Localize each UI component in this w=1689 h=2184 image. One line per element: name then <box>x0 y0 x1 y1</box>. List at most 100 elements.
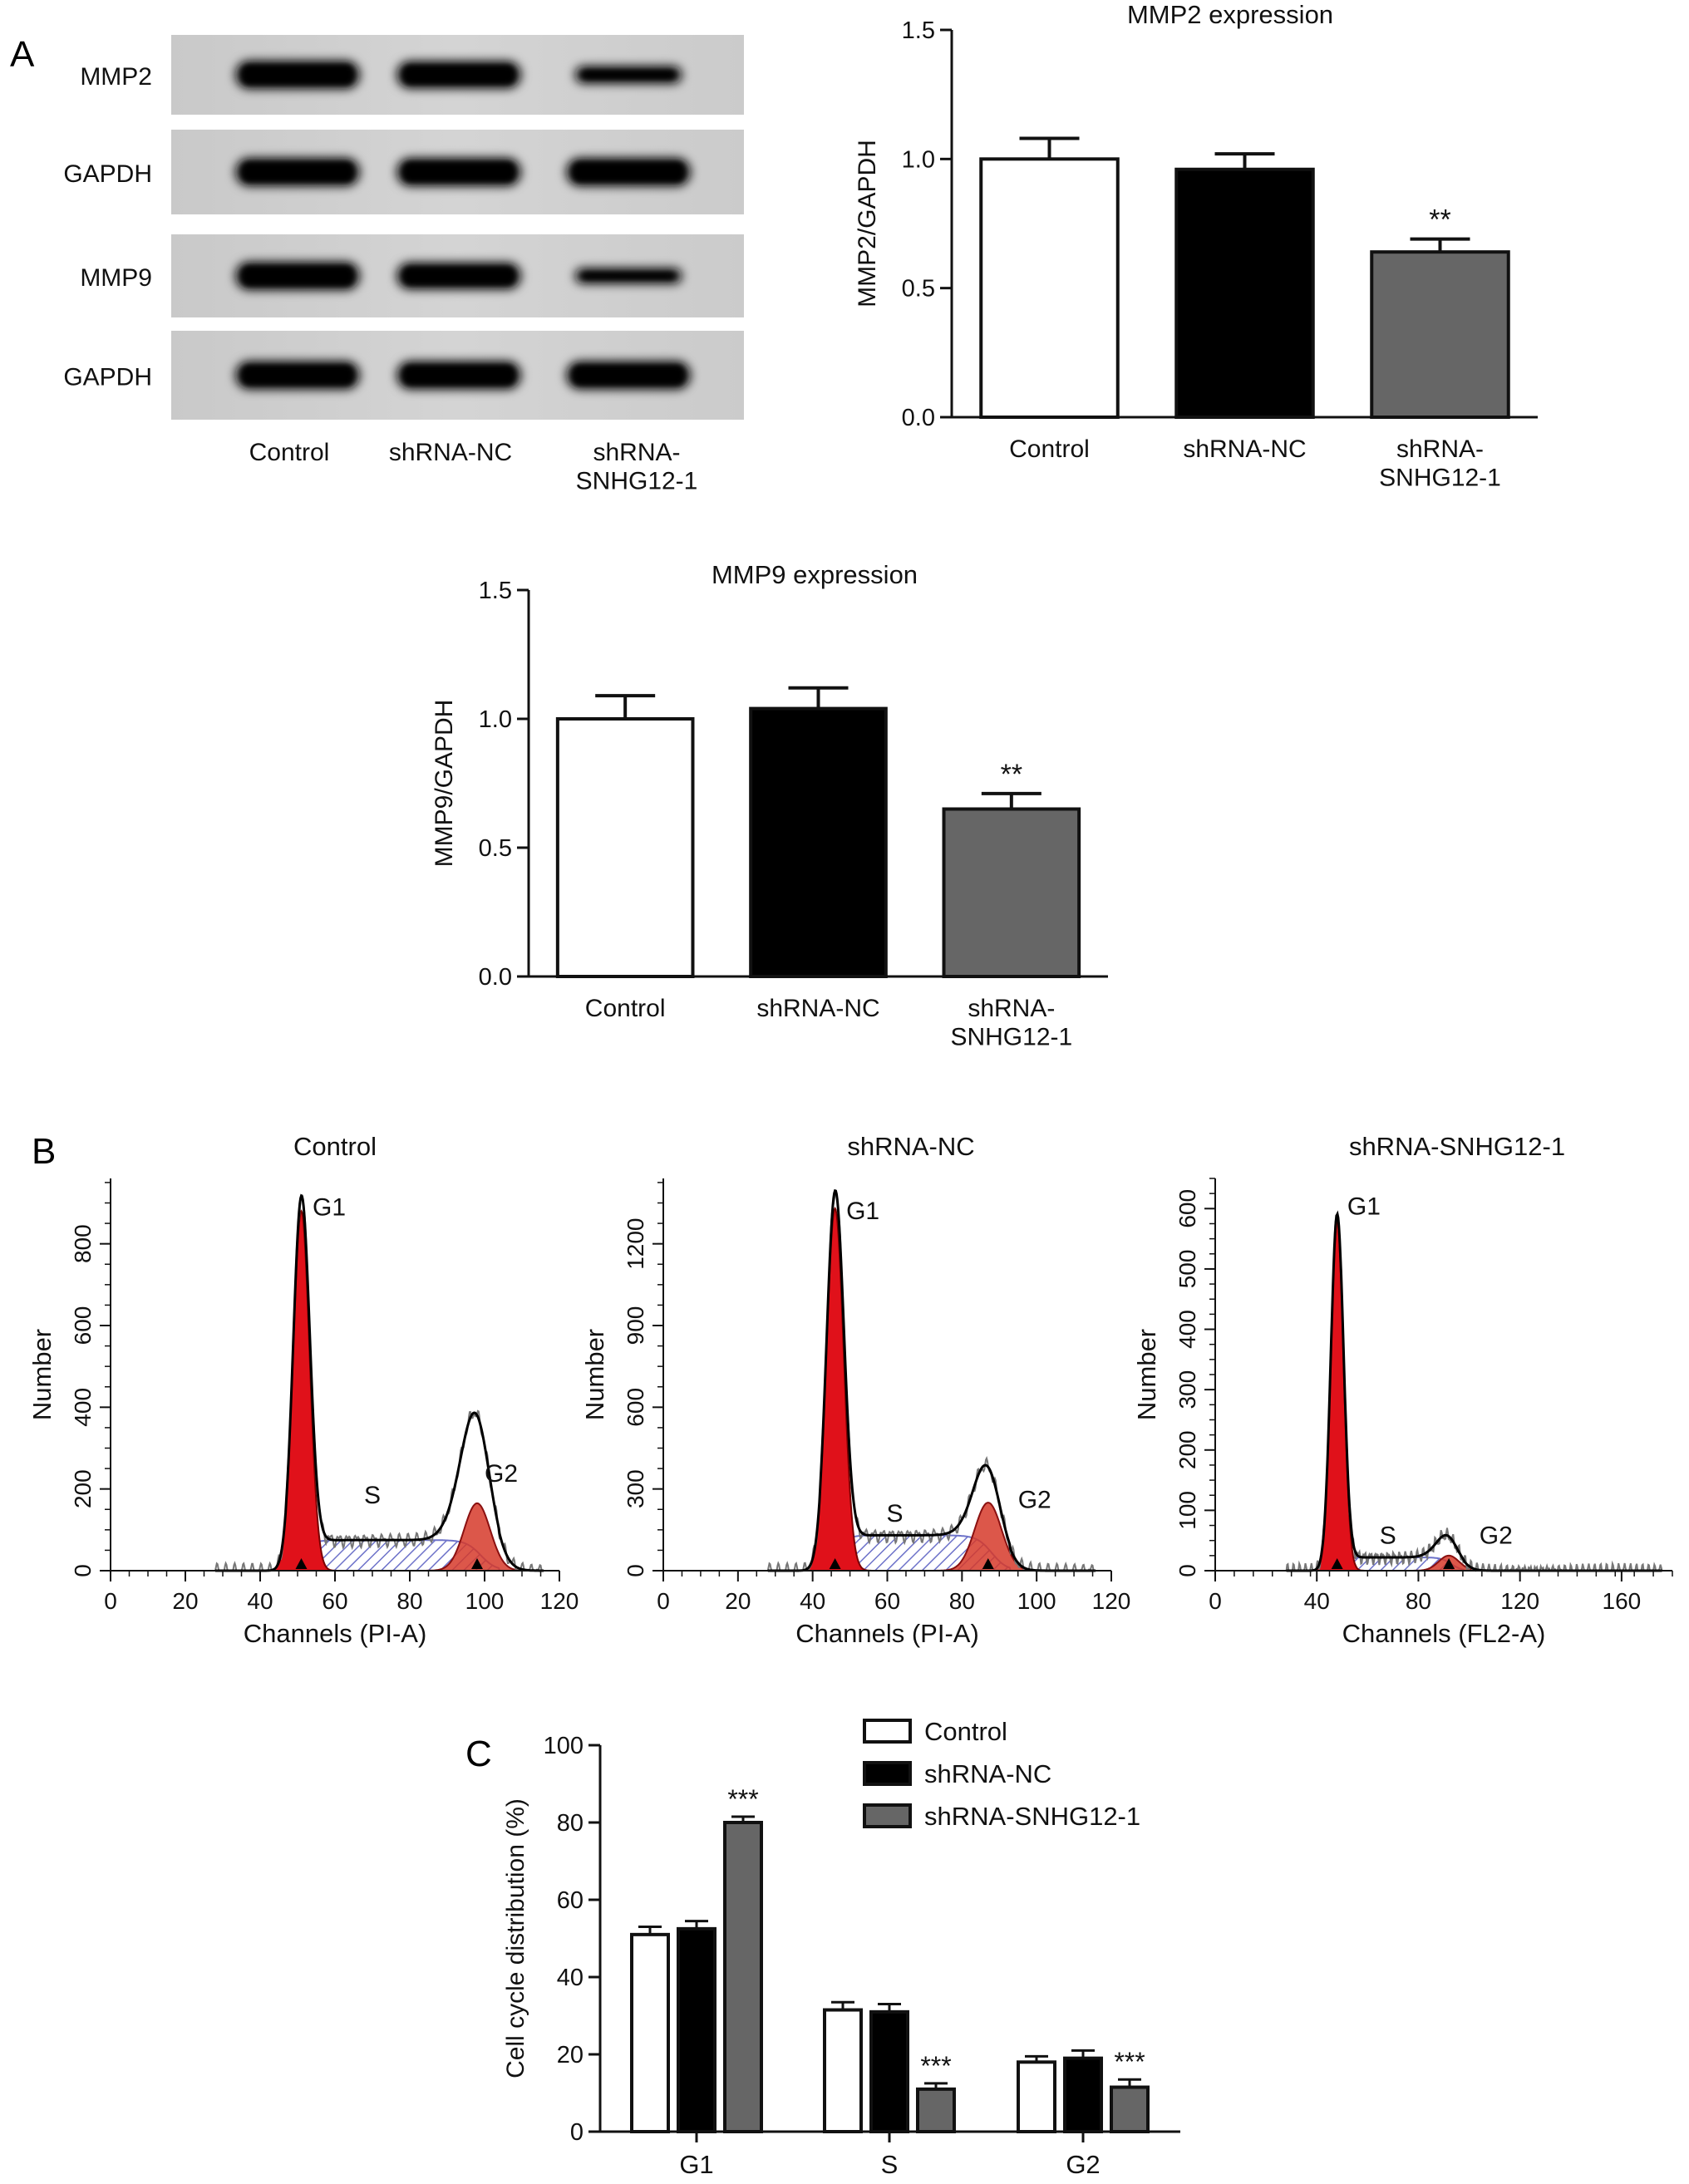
bar-1 <box>1174 167 1315 419</box>
x-tick-label: 80 <box>949 1588 975 1614</box>
y-tick-label: 200 <box>70 1469 96 1508</box>
peak-marker <box>295 1558 308 1569</box>
blot-lane-label-2: shRNA-SNHG12-1 <box>576 439 698 495</box>
y-tick-label: 600 <box>1174 1189 1200 1228</box>
y-axis-label: Number <box>27 1329 57 1420</box>
y-tick-label: 900 <box>623 1306 648 1345</box>
peak-marker <box>1331 1558 1343 1569</box>
x-tick-label: 40 <box>1304 1588 1330 1614</box>
y-tick-label: 100 <box>1174 1491 1200 1530</box>
x-tick-label: 120 <box>1092 1588 1131 1614</box>
cell-cycle-bar-chart: 0 20 40 60 80 100 Cell cycle distribution (%) *… <box>502 1717 1180 2179</box>
x-tick-label: 60 <box>874 1588 900 1614</box>
y-tick-label: 0 <box>70 1564 96 1577</box>
significance-mark: *** <box>920 2051 951 2081</box>
y-tick-label: 0.0 <box>479 964 512 991</box>
bar-s-2 <box>916 2087 956 2134</box>
x-tick-label: 40 <box>247 1588 273 1614</box>
y-tick-label: 100 <box>544 1733 584 1759</box>
chart-title: MMP2 expression <box>1127 0 1333 29</box>
significance-mark: *** <box>727 1784 758 1814</box>
bar-1 <box>749 706 888 978</box>
y-axis-label: Number <box>1132 1329 1161 1420</box>
bar-g1-0 <box>630 1932 670 2134</box>
x-tick-label-1: shRNA-NC <box>756 995 879 1022</box>
blot-band-core <box>242 266 353 286</box>
x-tick-label: 80 <box>396 1588 422 1614</box>
y-axis-label: Number <box>580 1329 609 1420</box>
bar-s-0 <box>823 2008 863 2133</box>
blot-band-core <box>581 272 676 280</box>
blot-band-core <box>573 365 684 386</box>
y-tick-label: 0 <box>570 2119 584 2146</box>
y-tick-label: 40 <box>557 1965 584 1991</box>
y-axis-label: MMP9/GAPDH <box>431 700 458 868</box>
y-tick-label: 60 <box>557 1887 584 1914</box>
x-tick-label: 20 <box>172 1588 198 1614</box>
mmp9-bar-chart: MMP9 expression 0.0 0.5 1.0 1.5 MMP9/GAPDH Con… <box>431 560 1108 1051</box>
y-tick-label: 600 <box>623 1388 648 1427</box>
blot-row-label-gapdh-1: GAPDH <box>63 160 152 188</box>
blot-band-core <box>403 365 515 386</box>
g1-phase-area <box>223 1209 541 1572</box>
y-tick-label: 1.5 <box>902 17 935 44</box>
x-tick-label: 120 <box>1500 1588 1539 1614</box>
raw-histogram-line <box>766 1189 1096 1572</box>
legend-label-0: Control <box>924 1717 1007 1746</box>
x-tick-label: 20 <box>725 1588 751 1614</box>
blot-lane-label-0: Control <box>249 439 330 466</box>
g1-phase-area <box>775 1207 1093 1572</box>
bar-g2-0 <box>1017 2060 1056 2134</box>
s-label: S <box>1380 1522 1396 1549</box>
x-tick-label: 120 <box>540 1588 579 1614</box>
g2-label: G2 <box>485 1460 518 1488</box>
y-tick-label: 300 <box>623 1469 648 1508</box>
x-tick-label-g1: G1 <box>679 2150 713 2179</box>
legend-swatch-1 <box>863 1761 912 1786</box>
y-tick-label: 600 <box>70 1306 96 1345</box>
x-axis-label: Channels (PI-A) <box>795 1619 979 1648</box>
y-tick-label: 1.0 <box>902 146 935 173</box>
raw-histogram-line <box>214 1194 544 1572</box>
x-tick-label-2: shRNA-SNHG12-1 <box>1379 435 1501 492</box>
y-tick-label: 0 <box>1174 1564 1200 1577</box>
blot-band-core <box>242 162 353 182</box>
x-tick-label: 80 <box>1406 1588 1431 1614</box>
x-tick-label-g2: G2 <box>1066 2150 1100 2179</box>
histogram-shrna-snhg12-1: shRNA-SNHG12-1 0 40 80 120 160 0 100 200 300 400 50… <box>1132 1132 1673 1648</box>
blot-row-label-mmp2: MMP2 <box>80 63 152 91</box>
y-tick-label: 300 <box>1174 1370 1200 1409</box>
y-tick-label: 800 <box>70 1224 96 1263</box>
y-tick-label: 0.5 <box>902 276 935 303</box>
g2-label: G2 <box>1480 1522 1513 1549</box>
x-tick-label-1: shRNA-NC <box>1183 435 1306 463</box>
significance-mark: *** <box>1114 2047 1145 2077</box>
panel-label-c: C <box>465 1734 492 1774</box>
western-blot: MMP2 GAPDH MMP9 GAPDH Control shRNA-NC shRNA-S… <box>63 35 744 495</box>
peak-marker <box>982 1558 994 1569</box>
y-tick-label: 500 <box>1174 1250 1200 1289</box>
peak-marker <box>471 1558 483 1569</box>
g2-label: G2 <box>1018 1487 1051 1514</box>
x-tick-label: 100 <box>1017 1588 1056 1614</box>
y-axis-label: Cell cycle distribution (%) <box>502 1798 529 2078</box>
histogram-shrna-nc: shRNA-NC0 20 40 60 80 100 12003006009001200Cha… <box>580 1132 1130 1648</box>
x-tick-label: 60 <box>322 1588 347 1614</box>
blot-band-core <box>403 266 515 286</box>
x-tick-label-2: shRNA-SNHG12-1 <box>950 995 1072 1051</box>
blot-lane-label-1: shRNA-NC <box>389 439 512 466</box>
x-tick-label: 0 <box>657 1588 670 1614</box>
histogram-control: Control 0 20 40 60 80 100 120 0 200 400 600 800 Chann… <box>27 1132 579 1648</box>
y-tick-label: 0 <box>623 1564 648 1577</box>
y-axis-label: MMP2/GAPDH <box>854 140 881 307</box>
model-fit-line <box>215 1193 544 1572</box>
legend-swatch-2 <box>863 1803 912 1828</box>
s-label: S <box>364 1482 381 1509</box>
blot-band-core <box>573 162 684 182</box>
x-axis-label: Channels (FL2-A) <box>1342 1619 1546 1648</box>
x-tick-label-s: S <box>881 2150 899 2179</box>
blot-band-core <box>242 65 353 85</box>
y-tick-label: 1.0 <box>479 706 512 733</box>
blot-band-core <box>581 70 676 80</box>
